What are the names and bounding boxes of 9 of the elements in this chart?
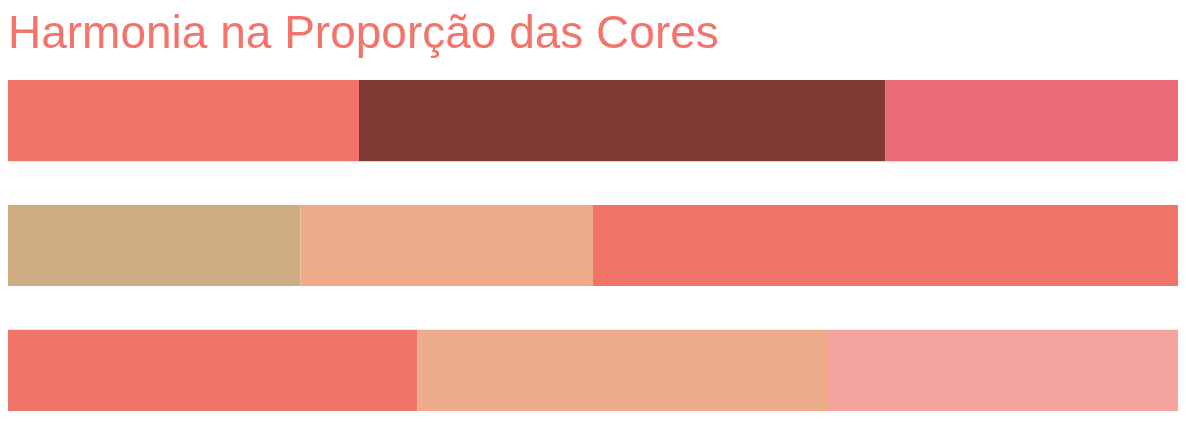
- bar: [8, 204, 301, 287]
- chart-title: Harmonia na Proporção das Cores: [8, 6, 719, 58]
- bar: [8, 80, 359, 162]
- bar: [885, 80, 1178, 162]
- bar: [827, 329, 1178, 411]
- bar: [8, 329, 418, 411]
- bar: [359, 80, 886, 162]
- bar: [417, 329, 827, 411]
- bar: [300, 204, 593, 287]
